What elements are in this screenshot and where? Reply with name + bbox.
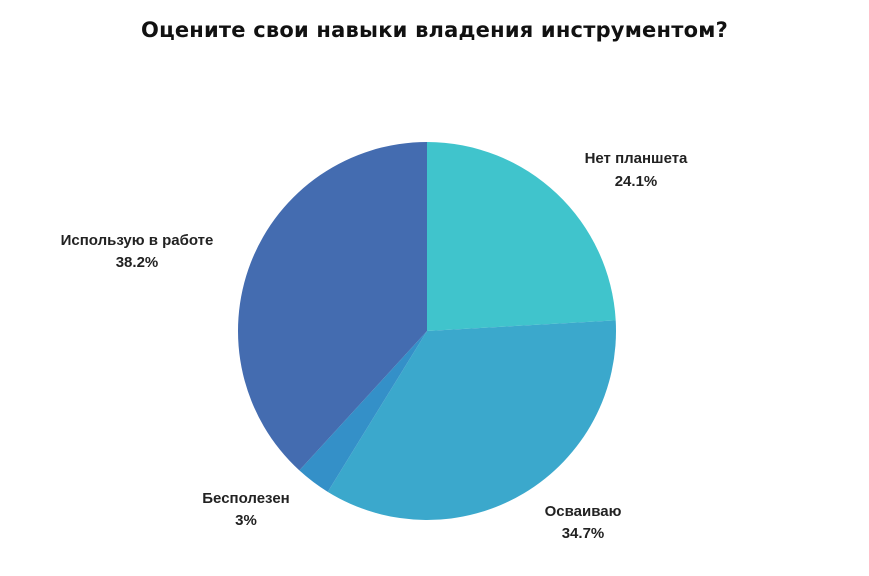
pie-slice-0 [427, 142, 616, 331]
slice-label-3: Использую в работе [61, 232, 214, 249]
slice-value-label-0: 24.1% [615, 173, 658, 190]
slice-value-label-1: 34.7% [562, 525, 605, 542]
pie-slice-3 [237, 142, 427, 471]
slice-label-0: Нет планшета [585, 150, 688, 167]
chart-title: Оцените свои навыки владения инструменто… [141, 18, 728, 42]
pie-slice-2 [299, 331, 427, 492]
slice-value-label-2: 3% [235, 512, 257, 529]
pie-slice-1 [327, 320, 617, 521]
slice-value-label-3: 38.2% [116, 254, 159, 271]
slice-label-2: Бесполезен [202, 490, 289, 507]
slice-label-1: Осваиваю [545, 503, 622, 520]
